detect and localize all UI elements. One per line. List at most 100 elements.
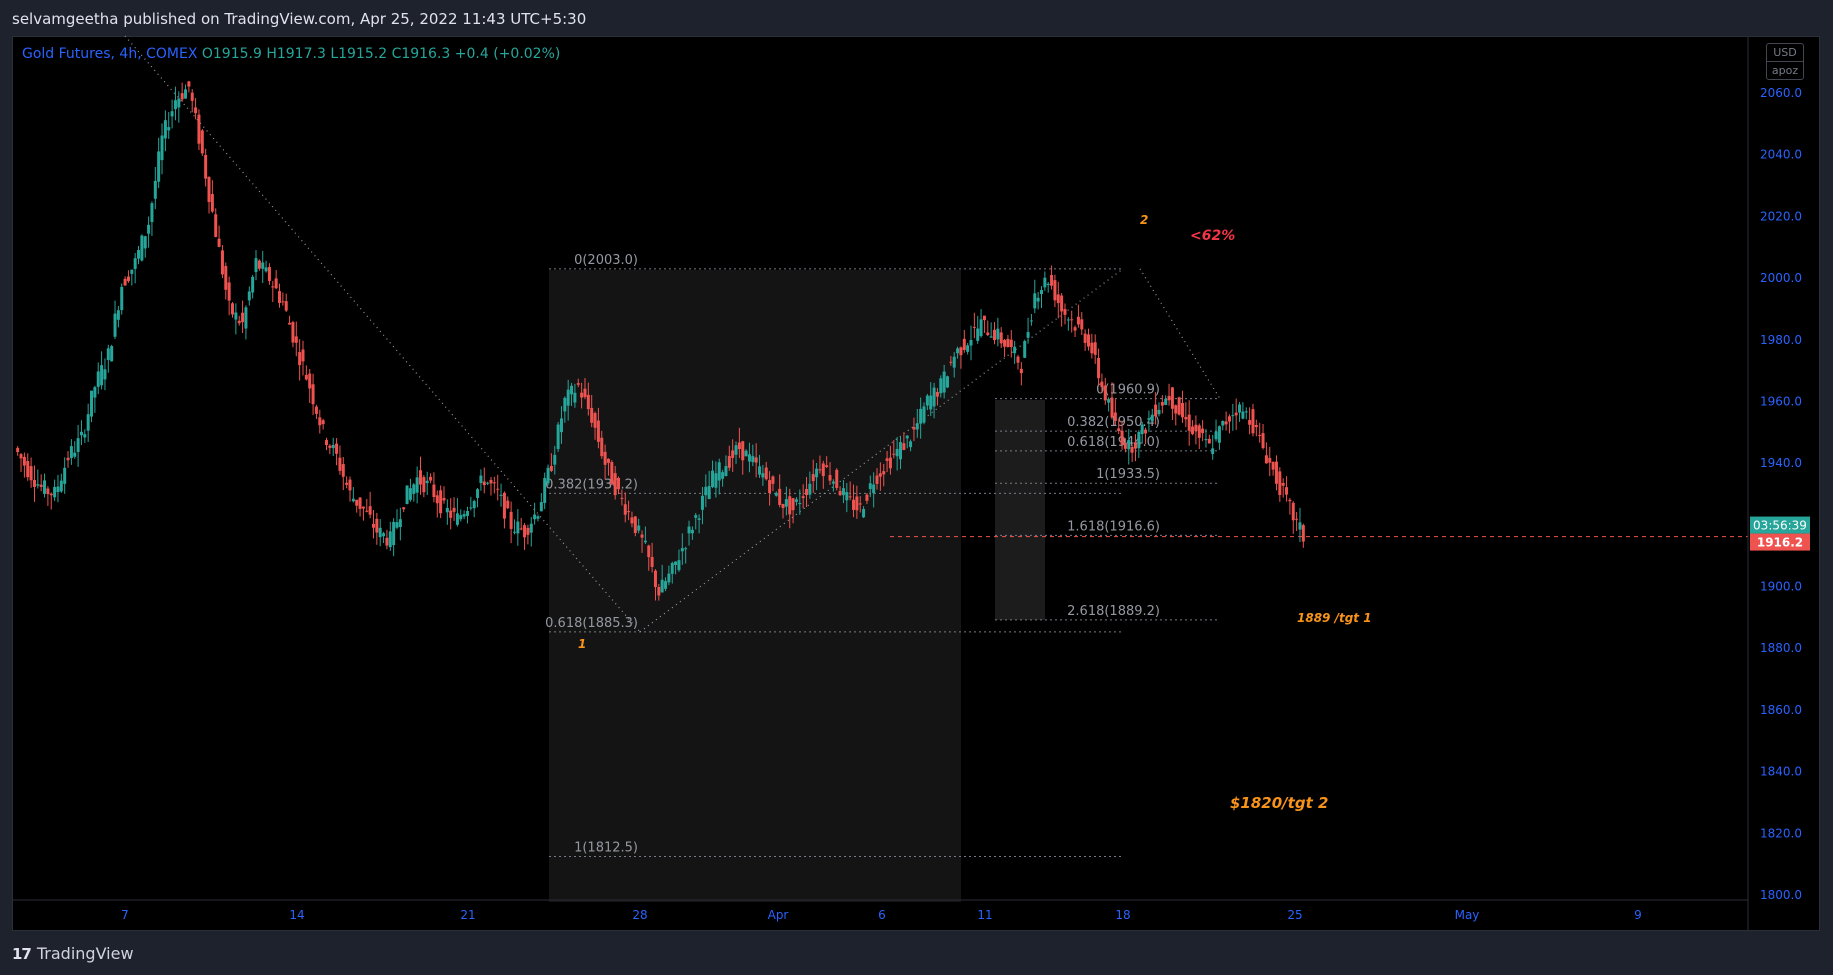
price-axis[interactable]: 2060.0 2040.0 2020.0 2000.0 1980.0 1960.0 1940…: [1747, 36, 1810, 930]
candle-body: [1238, 404, 1242, 413]
candle-body: [617, 477, 621, 490]
candle-body: [197, 114, 201, 144]
candle-body: [170, 111, 174, 117]
candle-body: [214, 214, 218, 237]
candle-body: [432, 484, 436, 498]
candle-body: [982, 315, 986, 321]
candle-body: [496, 488, 500, 490]
candle-body: [539, 502, 543, 512]
trend-line-up: [639, 268, 1124, 633]
candle-body: [261, 262, 265, 269]
fib-level-label: 0(2003.0): [574, 253, 638, 268]
candle-body: [452, 507, 456, 512]
candle-body: [59, 480, 63, 492]
candle-body: [556, 424, 560, 450]
candle-body: [1251, 409, 1255, 434]
candle-body: [778, 488, 782, 505]
candle-body: [469, 507, 473, 509]
candle-body: [610, 462, 614, 485]
candle-body: [267, 267, 271, 281]
candle-body: [1019, 368, 1023, 374]
tradingview-brand[interactable]: 17 TradingView: [12, 944, 134, 963]
candle-body: [563, 397, 567, 412]
candle-body: [657, 587, 661, 596]
y-tick-label: 1860.0: [1760, 703, 1802, 717]
candle-body: [224, 266, 228, 290]
time-axis[interactable]: 7 14 21 28 Apr 6 11 18 25 May 9: [12, 899, 1748, 922]
candle-body: [476, 489, 480, 498]
candle-body: [351, 498, 355, 502]
candle-body: [281, 301, 285, 303]
candle-body: [395, 522, 399, 528]
candle-body: [294, 336, 298, 343]
candle-body: [919, 408, 923, 424]
candle-body: [848, 496, 852, 498]
candle-body: [946, 376, 950, 388]
candle-body: [1248, 420, 1252, 425]
candle-body: [445, 507, 449, 513]
candle-body: [1174, 405, 1178, 414]
candle-body: [355, 499, 359, 506]
candle-body: [167, 127, 171, 131]
candle-body: [627, 511, 631, 513]
candle-body: [173, 100, 177, 110]
candle-body: [828, 475, 832, 481]
candle-body: [949, 361, 953, 363]
candle-body: [56, 486, 60, 493]
candle-body: [590, 407, 594, 423]
candle-body: [1224, 421, 1228, 425]
candle-body: [1177, 397, 1181, 415]
candle-body: [952, 356, 956, 368]
y-tick-label: 1820.0: [1760, 826, 1802, 840]
candle-body: [620, 497, 624, 499]
candle-body: [999, 332, 1003, 344]
candle-body: [398, 519, 402, 527]
candle-body: [1278, 471, 1282, 495]
candle-body: [241, 312, 245, 323]
candle-body: [402, 507, 406, 510]
candle-body: [472, 501, 476, 509]
candle-body: [1053, 280, 1057, 301]
candle-body: [852, 499, 856, 510]
scale-mode-button[interactable]: apoz: [1767, 61, 1803, 79]
candle-body: [972, 326, 976, 328]
candle-body: [536, 516, 540, 519]
candle-body: [533, 514, 537, 520]
candle-body: [133, 258, 137, 269]
candle-body: [1026, 332, 1030, 338]
candle-body: [660, 579, 664, 593]
candle-body: [76, 438, 80, 452]
candle-body: [643, 540, 647, 543]
candle-body: [130, 269, 134, 274]
candle-body: [16, 447, 20, 453]
x-tick-label: 21: [460, 908, 475, 922]
candles: [16, 80, 1305, 601]
scale-buttons[interactable]: USD apoz: [1766, 43, 1804, 80]
candle-body: [106, 348, 110, 360]
candle-body: [29, 466, 33, 481]
x-tick-label: May: [1455, 908, 1480, 922]
candle-body: [1211, 448, 1215, 454]
candle-body: [855, 496, 859, 511]
candle-body: [83, 434, 87, 438]
candle-body: [1261, 433, 1265, 449]
candle-body: [73, 452, 77, 457]
candle-body: [220, 250, 224, 275]
candle-body: [304, 374, 308, 380]
candle-body: [509, 511, 513, 529]
candle-body: [1258, 434, 1262, 436]
candle-body: [506, 500, 510, 509]
candle-body: [46, 488, 50, 495]
candle-body: [1154, 404, 1158, 417]
candle-body: [1123, 443, 1127, 449]
currency-button[interactable]: USD: [1773, 46, 1797, 59]
candle-body: [781, 503, 785, 508]
candle-body: [664, 581, 668, 589]
candle-body: [1140, 424, 1144, 435]
fib-level-label: 0.382(1950.4): [1067, 415, 1160, 430]
candle-body: [153, 180, 157, 199]
chart-annotation: 1889 /tgt 1: [1297, 611, 1372, 625]
candle-body: [392, 521, 396, 546]
candle-body: [200, 130, 204, 154]
